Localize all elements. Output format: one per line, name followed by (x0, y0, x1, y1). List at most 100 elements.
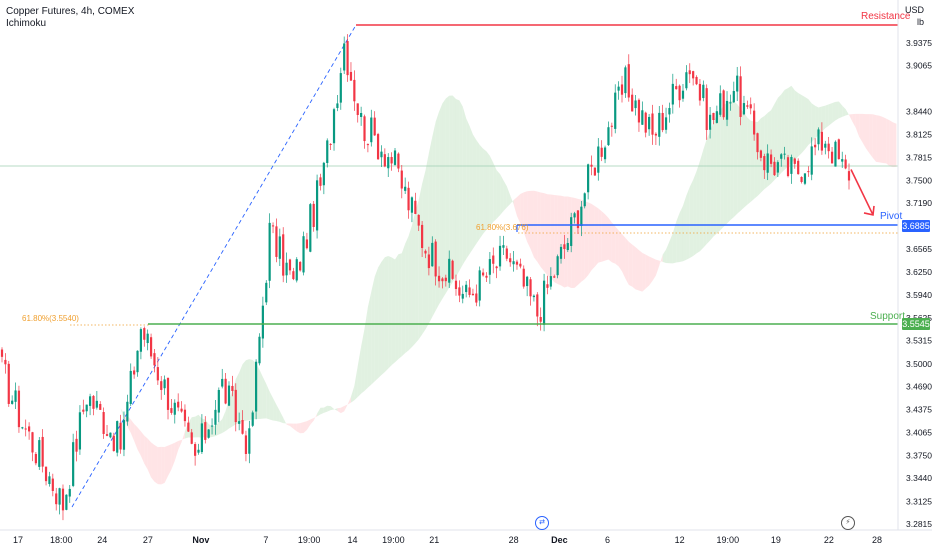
candle (519, 263, 522, 267)
price-axis-background (898, 0, 932, 550)
chart-title: Copper Futures, 4h, COMEX (6, 6, 135, 17)
candle (573, 213, 576, 218)
cloud-segment (855, 113, 860, 137)
candle (295, 259, 298, 281)
cloud-segment (486, 151, 490, 230)
candle (417, 214, 420, 226)
candle (424, 250, 427, 254)
price-tick-label: 3.5315 (906, 336, 932, 346)
candle (746, 105, 749, 107)
candle (603, 147, 607, 160)
cloud-segment (669, 233, 673, 264)
candle (688, 70, 691, 75)
candle (631, 94, 634, 112)
candle (783, 153, 786, 155)
cloud-segment (279, 411, 284, 424)
candle (68, 488, 71, 497)
candle (742, 103, 746, 115)
price-tick-label: 3.3125 (906, 496, 932, 506)
candle (17, 390, 21, 428)
candle (353, 79, 356, 102)
candle (85, 404, 88, 412)
price-tick-label: 3.6250 (906, 267, 932, 277)
candle (780, 154, 783, 159)
cloud-segment (327, 405, 331, 412)
time-tick-label: 19:00 (298, 535, 321, 545)
cloud-segment (425, 153, 429, 330)
support-price-tag: 3.5545 (902, 318, 930, 330)
candle (153, 353, 156, 366)
candle (820, 131, 823, 151)
candle (532, 295, 536, 298)
candle (407, 187, 410, 211)
candle (31, 432, 34, 453)
pivot-label: Pivot (880, 211, 903, 222)
cloud-segment (300, 422, 304, 434)
cloud-segment (354, 365, 358, 401)
candle (437, 275, 441, 282)
cloud-segment (811, 103, 816, 142)
cloud-segment (530, 190, 534, 258)
cloud-segment (886, 118, 890, 167)
candle (160, 381, 163, 390)
candle (614, 92, 617, 129)
cloud-segment (154, 444, 158, 485)
cloud-segment (876, 115, 880, 163)
candle (180, 408, 183, 412)
cloud-segment (347, 396, 351, 405)
candle (526, 276, 529, 287)
cloud-segment (222, 410, 226, 433)
cloud-segment (642, 252, 646, 292)
candle (376, 134, 380, 160)
candle (753, 110, 756, 135)
candle (309, 204, 312, 252)
arrows-icon[interactable]: ⇄ (535, 516, 549, 530)
price-tick-label: 3.4690 (906, 382, 932, 392)
cloud-segment (743, 112, 748, 208)
candle (207, 429, 210, 438)
cloud-segment (151, 442, 155, 482)
cloud-segment (720, 105, 724, 231)
candle (627, 64, 630, 98)
candle (576, 210, 580, 229)
time-axis: 17 18:00 24 27 Nov 7 19:00 14 19:00 21 28 Dec 6 12 19:… (0, 529, 932, 545)
candle (292, 271, 295, 280)
candle (393, 150, 397, 165)
cloud-segment (459, 100, 463, 271)
cloud-segment (384, 256, 389, 372)
cloud-segment (801, 94, 805, 154)
cloud-segment (103, 383, 108, 391)
cloud-segment (537, 191, 541, 268)
candle (495, 266, 498, 269)
cloud-segment (496, 170, 501, 219)
candle (227, 385, 231, 406)
cloud-segment (788, 85, 792, 167)
candle (590, 164, 593, 167)
cloud-segment (764, 112, 768, 190)
cloud-segment (672, 221, 677, 264)
cloud-segment (689, 179, 694, 259)
candle (346, 41, 349, 76)
candle (658, 112, 661, 137)
candle (183, 409, 187, 422)
candle (803, 173, 807, 184)
cloud-segment (439, 103, 443, 305)
cloud-segment (737, 104, 741, 214)
candle (82, 409, 85, 412)
time-tick-label: 27 (143, 535, 153, 545)
cloud-segment (601, 211, 606, 262)
lightning-icon[interactable]: ⚡ (841, 516, 855, 530)
candle (322, 162, 325, 186)
indicator-label: Ichimoku (6, 18, 47, 29)
candle (234, 389, 237, 423)
candle (99, 403, 102, 410)
candle (404, 186, 407, 191)
cloud-segment (676, 212, 680, 263)
candle (336, 103, 339, 109)
cloud-segment (259, 369, 263, 419)
cloud-segment (828, 103, 833, 126)
cloud-segment (293, 423, 297, 432)
candle (126, 401, 129, 422)
candle (505, 248, 508, 259)
